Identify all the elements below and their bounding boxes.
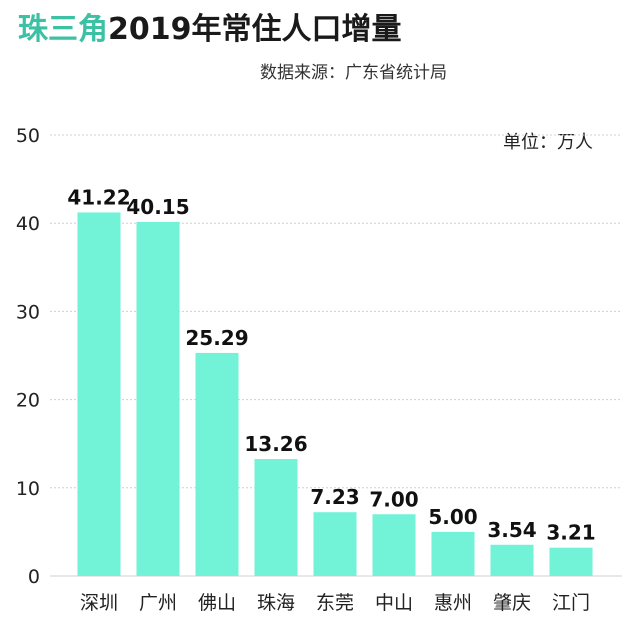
x-tick-label: 佛山: [198, 592, 236, 614]
bar: [136, 221, 180, 576]
bar: [313, 512, 357, 576]
data-label: 7.00: [369, 487, 418, 511]
data-label: 41.22: [67, 185, 130, 209]
x-tick-label: 深圳: [80, 592, 118, 614]
data-label: 7.23: [310, 485, 359, 509]
bar: [195, 352, 239, 576]
data-label: 3.54: [487, 518, 536, 542]
x-tick-label: 惠州: [434, 592, 472, 614]
data-source: 数据来源：广东省统计局: [260, 63, 447, 83]
x-tick-label: 珠海: [257, 592, 295, 614]
data-label: 13.26: [244, 432, 307, 456]
data-label: 5.00: [428, 505, 477, 529]
bar: [549, 547, 593, 576]
x-tick-label: 肇庆: [493, 592, 531, 614]
unit-label: 单位：万人: [503, 132, 593, 153]
bar: [77, 212, 121, 576]
y-tick-label: 40: [16, 213, 40, 235]
x-tick-label: 中山: [375, 592, 413, 614]
data-label: 40.15: [126, 195, 189, 219]
y-tick-label: 0: [28, 566, 40, 588]
y-tick-label: 30: [16, 301, 40, 323]
y-tick-label: 10: [16, 478, 40, 500]
data-label: 25.29: [185, 326, 248, 350]
bar: [431, 531, 475, 576]
chart-title: 珠三角2019年常住人口增量: [18, 4, 402, 48]
x-tick-label: 东莞: [316, 592, 354, 614]
bar: [490, 544, 534, 576]
y-tick-label: 20: [16, 390, 40, 412]
bar: [372, 514, 416, 576]
x-tick-label: 广州: [139, 592, 177, 614]
bar: [254, 459, 298, 576]
chart-title-rest: 2019年常住人口增量: [108, 12, 402, 47]
data-label: 3.21: [546, 521, 595, 545]
chart-title-accent: 珠三角: [18, 12, 108, 47]
y-tick-label: 50: [16, 125, 40, 147]
x-tick-label: 江门: [552, 592, 590, 614]
